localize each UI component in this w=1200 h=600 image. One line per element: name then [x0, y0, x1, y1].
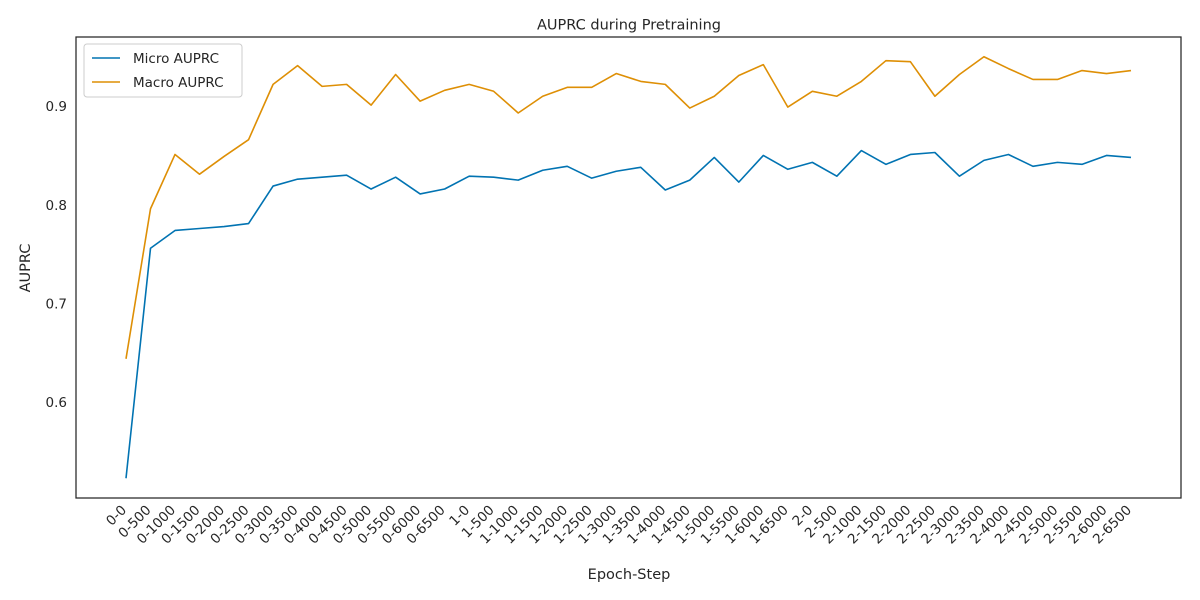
plot-frame	[75, 36, 1182, 499]
legend-entry: Micro AUPRC	[133, 51, 219, 67]
legend: Micro AUPRC Macro AUPRC	[83, 43, 243, 98]
y-tick-label: 0.8	[46, 198, 67, 214]
y-tick-label: 0.7	[46, 297, 67, 313]
x-axis-label: Epoch-Step	[588, 567, 671, 583]
y-axis-label: AUPRC	[18, 244, 34, 293]
legend-entry: Macro AUPRC	[133, 75, 224, 91]
legend-box	[83, 43, 243, 98]
y-tick-label: 0.9	[46, 99, 67, 115]
series-line-2	[125, 55, 1132, 359]
y-tick-label: 0.6	[46, 395, 67, 411]
x-axis: 0-00-5000-10000-15000-20000-25000-30000-…	[103, 502, 1135, 547]
series-line-1	[125, 149, 1132, 479]
plot-area	[125, 55, 1132, 479]
chart-title: AUPRC during Pretraining	[537, 18, 721, 34]
y-axis: 0.6 0.7 0.8 0.9	[46, 99, 67, 411]
